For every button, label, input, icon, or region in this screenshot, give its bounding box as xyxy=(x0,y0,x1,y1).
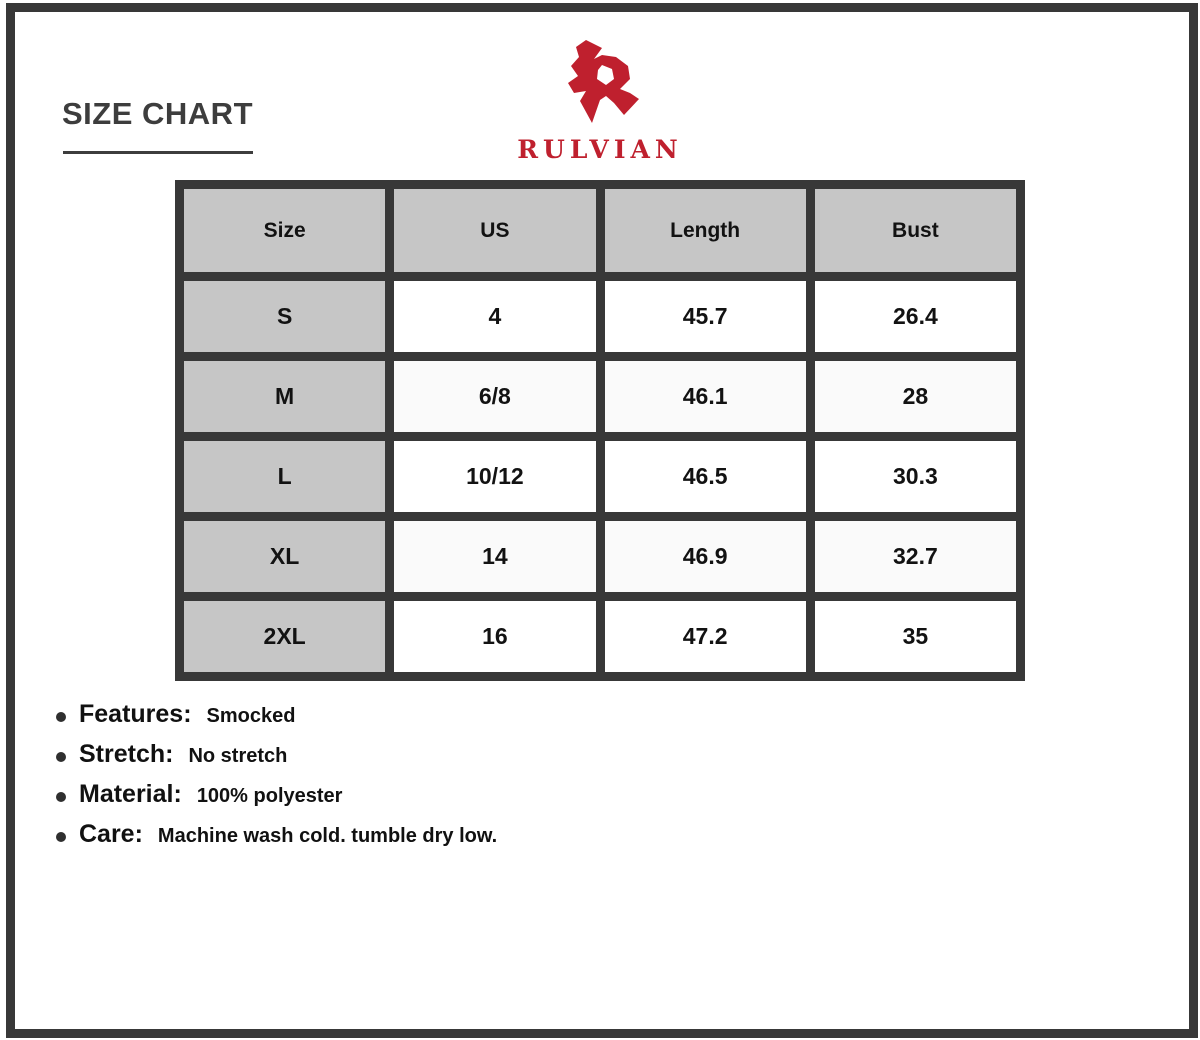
table-cell: 47.2 xyxy=(595,592,815,681)
brand-logo: RULVIAN xyxy=(480,33,720,164)
detail-item-material: Material: 100% polyester xyxy=(56,780,497,820)
table-cell: 32.7 xyxy=(805,512,1026,601)
column-header-length: Length xyxy=(595,180,815,281)
product-details-list: Features: Smocked Stretch: No stretch Ma… xyxy=(56,700,497,860)
table-cell: 28 xyxy=(805,352,1026,441)
table-cell: 35 xyxy=(805,592,1026,681)
column-header-size: Size xyxy=(174,180,395,281)
table-cell: 26.4 xyxy=(805,272,1026,361)
table-cell: 45.7 xyxy=(595,272,815,361)
page-title: SIZE CHART xyxy=(62,96,253,131)
table-cell: 6/8 xyxy=(385,352,605,441)
size-row-header: M xyxy=(174,352,395,441)
table-cell: 14 xyxy=(385,512,605,601)
page-border xyxy=(6,3,1198,1038)
table-row: L 10/12 46.5 30.3 xyxy=(174,432,1026,521)
table-row: M 6/8 46.1 28 xyxy=(174,352,1026,441)
table-row: 2XL 16 47.2 35 xyxy=(174,592,1026,681)
detail-value: No stretch xyxy=(188,745,288,767)
size-row-header: 2XL xyxy=(174,592,395,681)
size-row-header: S xyxy=(174,272,395,361)
detail-item-care: Care: Machine wash cold. tumble dry low. xyxy=(56,820,497,860)
size-table: Size US Length Bust S 4 45.7 26.4 M 6/8 … xyxy=(174,180,1026,681)
bullet-icon xyxy=(56,832,66,842)
title-underline xyxy=(63,151,253,154)
bullet-icon xyxy=(56,752,66,762)
brand-name: RULVIAN xyxy=(517,135,683,164)
detail-item-features: Features: Smocked xyxy=(56,700,497,740)
detail-value: Smocked xyxy=(206,705,296,727)
table-cell: 46.9 xyxy=(595,512,815,601)
table-cell: 4 xyxy=(385,272,605,361)
size-row-header: XL xyxy=(174,512,395,601)
bullet-icon xyxy=(56,712,66,722)
table-cell: 46.5 xyxy=(595,432,815,521)
table-cell: 16 xyxy=(385,592,605,681)
table-row: S 4 45.7 26.4 xyxy=(174,272,1026,361)
detail-value: Machine wash cold. tumble dry low. xyxy=(157,825,498,847)
detail-label: Features: xyxy=(79,700,192,728)
detail-label: Material: xyxy=(79,780,182,808)
column-header-us: US xyxy=(385,180,605,281)
size-row-header: L xyxy=(174,432,395,521)
detail-item-stretch: Stretch: No stretch xyxy=(56,740,497,780)
detail-label: Care: xyxy=(79,820,143,848)
table-header-row: Size US Length Bust xyxy=(174,180,1026,281)
detail-value: 100% polyester xyxy=(196,785,343,807)
table-cell: 10/12 xyxy=(385,432,605,521)
detail-label: Stretch: xyxy=(79,740,174,768)
brand-r-monogram-icon xyxy=(568,40,639,123)
column-header-bust: Bust xyxy=(805,180,1026,281)
table-row: XL 14 46.9 32.7 xyxy=(174,512,1026,601)
bullet-icon xyxy=(56,792,66,802)
table-cell: 30.3 xyxy=(805,432,1026,521)
table-cell: 46.1 xyxy=(595,352,815,441)
